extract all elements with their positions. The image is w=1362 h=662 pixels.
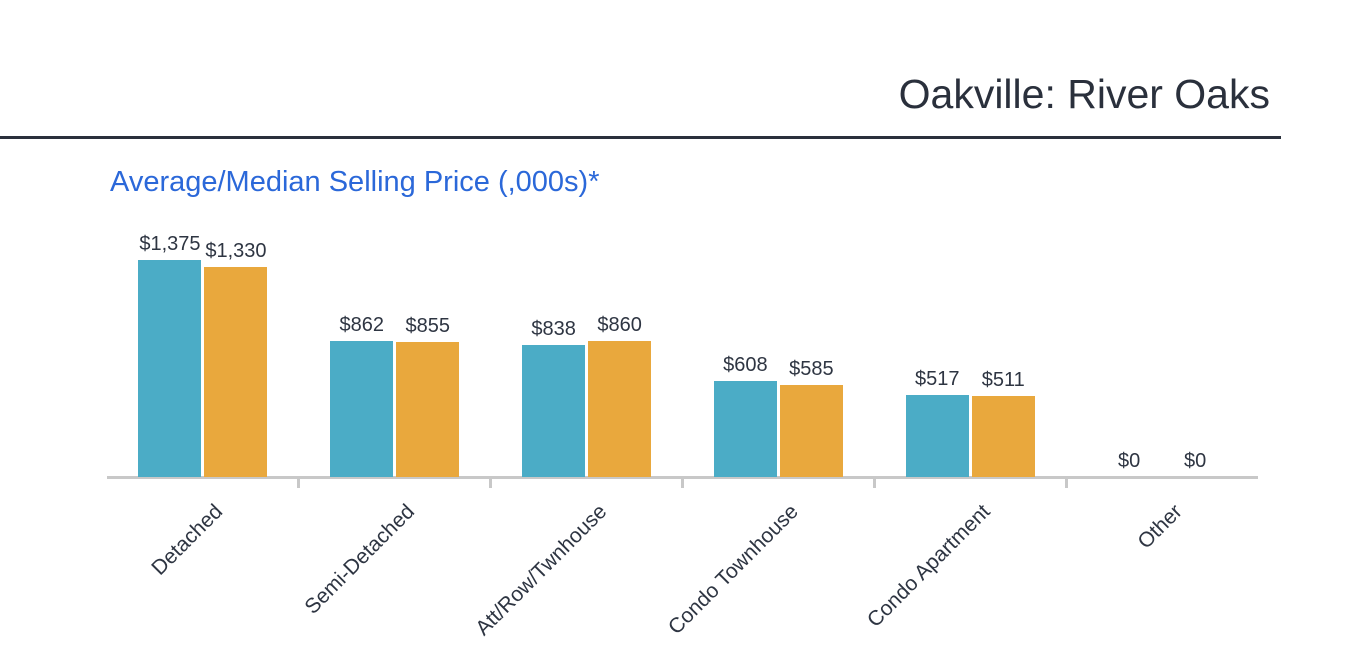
x-axis-tick xyxy=(1064,477,1068,488)
value-label-median-condo-townhouse: $585 xyxy=(789,357,834,380)
page-title: Oakville: River Oaks xyxy=(898,71,1270,117)
bar-average-detached xyxy=(138,260,202,477)
x-axis-label-att-row-twnhouse: Att/Row/Twnhouse xyxy=(470,500,611,641)
x-axis-label-condo-townhouse: Condo Townhouse xyxy=(663,500,803,640)
value-label-average-other: $0 xyxy=(1117,450,1141,472)
value-label-median-other: $0 xyxy=(1183,450,1207,472)
value-label-median-detached: $1,330 xyxy=(205,240,267,263)
bar-average-att-row-twnhouse xyxy=(522,344,586,477)
value-label-average-condo-apartment: $517 xyxy=(915,368,960,391)
x-axis-tick xyxy=(489,477,493,488)
x-axis-label-semi-detached: Semi-Detached xyxy=(300,500,420,619)
bar-median-att-row-twnhouse xyxy=(588,341,652,477)
x-axis-label-detached: Detached xyxy=(147,500,228,580)
bar-average-semi-detached xyxy=(330,340,394,477)
header-divider xyxy=(0,136,1281,139)
bar-median-condo-apartment xyxy=(971,396,1035,477)
value-label-average-semi-detached: $862 xyxy=(339,313,385,336)
x-axis-label-condo-apartment: Condo Apartment xyxy=(862,500,995,632)
bar-median-condo-townhouse xyxy=(779,384,843,477)
x-axis-tick xyxy=(872,477,876,488)
bar-average-condo-apartment xyxy=(905,395,969,477)
value-label-median-att-row-twnhouse: $860 xyxy=(597,314,642,337)
x-axis-label-other: Other xyxy=(1132,500,1187,554)
bar-median-semi-detached xyxy=(396,342,460,477)
bar-average-condo-townhouse xyxy=(713,381,777,477)
value-label-average-condo-townhouse: $608 xyxy=(723,354,768,377)
value-label-median-semi-detached: $855 xyxy=(405,315,451,338)
value-label-average-att-row-twnhouse: $838 xyxy=(531,317,576,340)
bar-median-detached xyxy=(204,267,268,477)
x-axis-tick xyxy=(681,477,684,488)
chart-title: Average/Median Selling Price (,000s)* xyxy=(110,166,600,198)
value-label-median-condo-apartment: $511 xyxy=(981,369,1025,392)
value-label-average-detached: $1,375 xyxy=(139,233,201,255)
x-axis-tick xyxy=(297,477,301,488)
